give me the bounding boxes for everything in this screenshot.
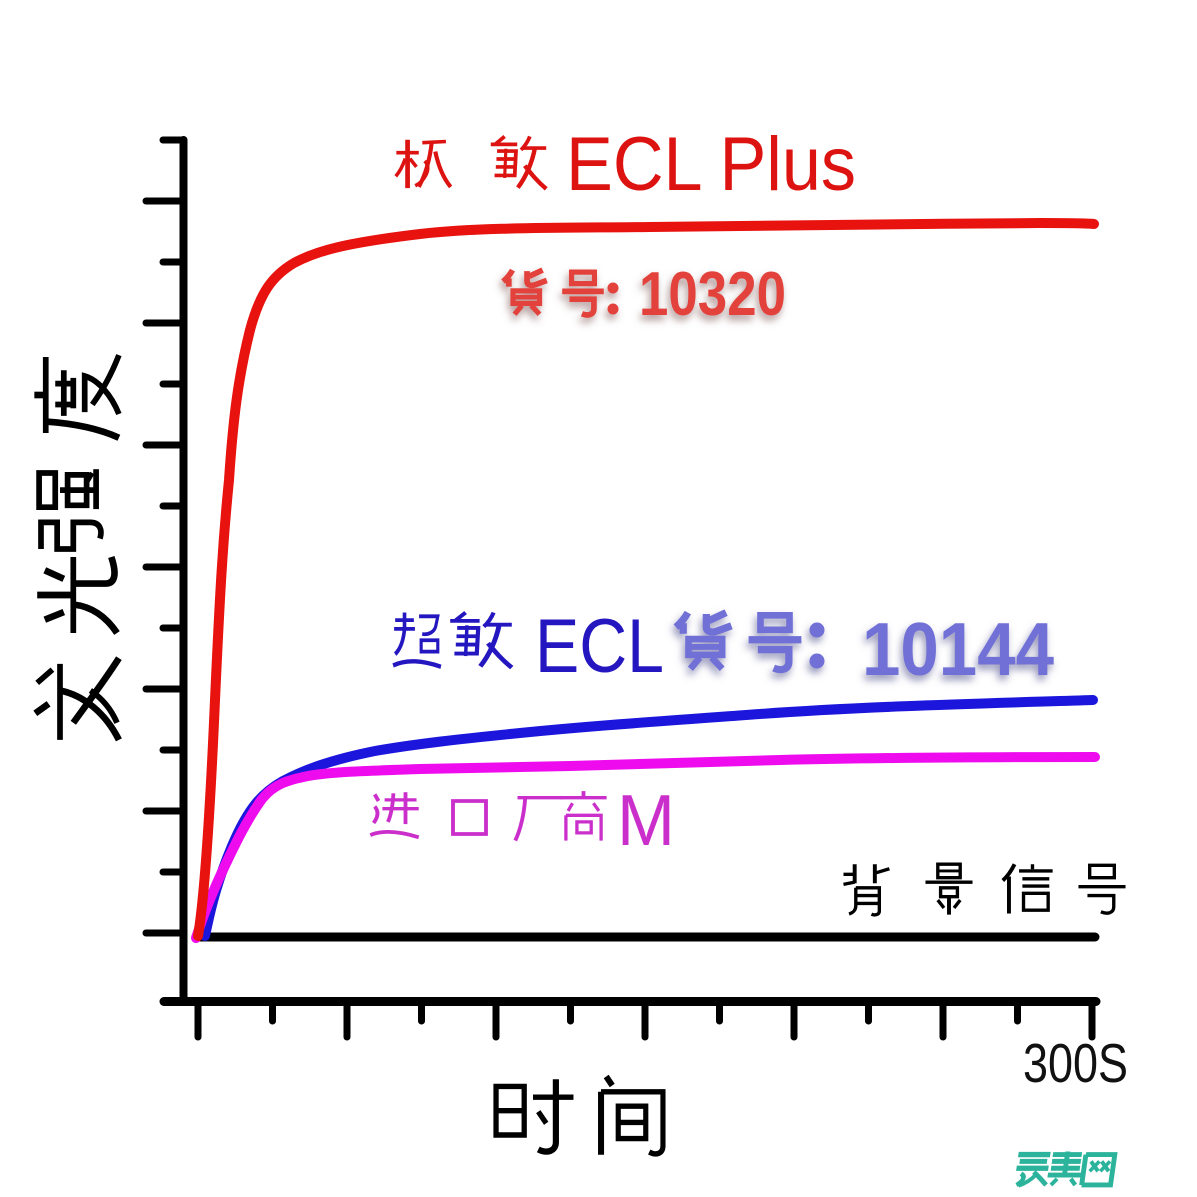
svg-text:10320: 10320 — [639, 260, 786, 329]
svg-text:ECL Plus: ECL Plus — [566, 122, 856, 207]
svg-text:M: M — [617, 781, 675, 861]
svg-text:10144: 10144 — [862, 607, 1054, 691]
svg-text:300S: 300S — [1023, 1032, 1128, 1094]
svg-text:ECL: ECL — [535, 604, 664, 689]
